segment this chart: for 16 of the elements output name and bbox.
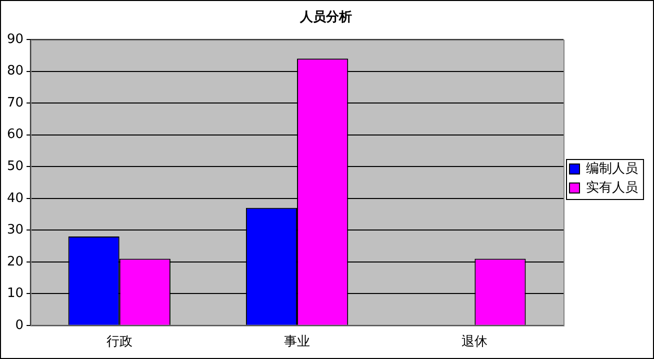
- y-tick-label: 20: [6, 254, 24, 270]
- y-tick-label: 60: [6, 127, 24, 142]
- y-tick-label: 30: [6, 222, 24, 238]
- y-tick-label: 0: [15, 318, 24, 333]
- y-tick-label: 70: [6, 95, 24, 110]
- x-tick-label: 退休: [462, 334, 488, 350]
- x-tick-label: 事业: [284, 334, 310, 350]
- chart-title: 人员分析: [299, 10, 352, 26]
- y-tick-label: 40: [6, 190, 24, 206]
- y-tick-label: 80: [6, 64, 24, 79]
- y-tick-label: 10: [6, 286, 24, 302]
- x-tick-label: 行政: [106, 334, 132, 350]
- legend-label: 编制人员: [586, 161, 638, 176]
- y-tick-label: 50: [6, 158, 24, 174]
- legend-label: 实有人员: [586, 180, 638, 196]
- y-tick-label: 90: [6, 32, 24, 47]
